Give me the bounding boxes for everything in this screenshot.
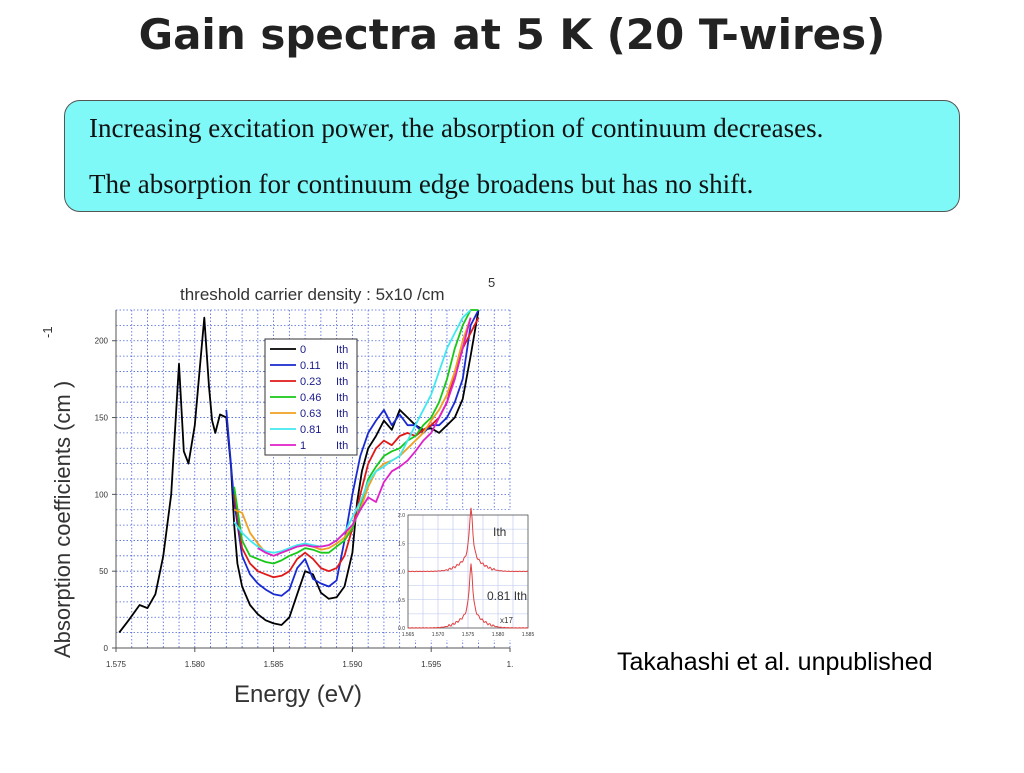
chart-title-superscript: 5 bbox=[488, 275, 495, 290]
slide-title: Gain spectra at 5 K (20 T-wires) bbox=[138, 10, 886, 59]
inset-x-tick-label: 1.585 bbox=[522, 632, 535, 638]
legend-unit: Ith bbox=[336, 408, 348, 420]
legend-value: 0 bbox=[300, 344, 306, 356]
inset-y-tick-label: 1.5 bbox=[398, 541, 405, 547]
series-line-0-81 bbox=[233, 309, 472, 554]
legend-unit: Ith bbox=[336, 360, 348, 372]
x-tick-label: 1.585 bbox=[264, 660, 285, 669]
y-axis-label-superscript: -1 bbox=[40, 326, 55, 338]
note-box: Increasing excitation power, the absorpt… bbox=[64, 100, 960, 212]
inset-x-tick-label: 1.575 bbox=[462, 632, 475, 638]
legend-unit: Ith bbox=[336, 424, 348, 436]
series-line-0 bbox=[118, 309, 480, 634]
y-tick-label: 150 bbox=[95, 414, 109, 423]
x-tick-label: 1.575 bbox=[106, 660, 127, 669]
main-series bbox=[118, 309, 480, 634]
x-axis-label: Energy (eV) bbox=[234, 681, 362, 708]
x-tick-label: 1.590 bbox=[342, 660, 363, 669]
inset-annotation-ith: Ith bbox=[493, 525, 506, 539]
legend-value: 0.11 bbox=[300, 360, 321, 372]
inset-annotation-x17: x17 bbox=[500, 616, 513, 625]
legend-value: 1 bbox=[300, 440, 306, 452]
inset-x-tick-label: 1.565 bbox=[402, 632, 415, 638]
y-tick-label: 100 bbox=[95, 490, 109, 499]
y-tick-label: 200 bbox=[95, 337, 109, 346]
x-tick-label: 1. bbox=[507, 660, 514, 669]
legend-unit: Ith bbox=[336, 392, 348, 404]
chart-title: threshold carrier density : 5x10 /cm bbox=[180, 285, 445, 304]
legend-unit: Ith bbox=[336, 440, 348, 452]
inset-chart: 0.0 0.5 1.0 1.5 2.0 1.565 1.570 1.575 1.580 1.585… bbox=[398, 507, 540, 640]
inset-y-tick-label: 0.5 bbox=[398, 598, 405, 604]
inset-x-tick-label: 1.570 bbox=[432, 632, 445, 638]
x-tick-label: 1.580 bbox=[185, 660, 206, 669]
inset-series-line bbox=[408, 563, 529, 629]
series-line-0-11 bbox=[225, 309, 480, 597]
note-line-2: The absorption for continuum edge broade… bbox=[89, 169, 754, 199]
legend-value: 0.81 bbox=[300, 424, 321, 436]
inset-frame bbox=[407, 514, 529, 629]
credit-text: Takahashi et al. unpublished bbox=[617, 648, 933, 676]
inset-x-tick-label: 1.580 bbox=[492, 632, 505, 638]
note-line-1: Increasing excitation power, the absorpt… bbox=[89, 113, 824, 143]
inset-y-tick-label: 1.0 bbox=[398, 570, 405, 576]
inset-y-tick-label: 0.0 bbox=[398, 626, 405, 632]
y-tick-label: 0 bbox=[104, 644, 109, 653]
y-axis-label: Absorption coefficients (cm ) bbox=[50, 381, 75, 658]
main-axes: 0 50 100 150 200 1.575 1.580 1.585 1.590 1.595 1. bbox=[95, 310, 514, 669]
legend-value: 0.23 bbox=[300, 376, 321, 388]
y-tick-label: 50 bbox=[99, 567, 108, 576]
legend-unit: Ith bbox=[336, 344, 348, 356]
inset-y-tick-label: 2.0 bbox=[398, 513, 405, 519]
x-tick-label: 1.595 bbox=[421, 660, 442, 669]
legend-unit: Ith bbox=[336, 376, 348, 388]
legend-value: 0.63 bbox=[300, 408, 321, 420]
series-line-1 bbox=[257, 317, 472, 557]
inset-annotation-081: 0.81 Ith bbox=[487, 589, 527, 603]
legend: 0 Ith 0.11 Ith 0.23 Ith 0.46 Ith 0.63 Ith 0.81 Ith 1… bbox=[264, 338, 358, 456]
inset-series-line bbox=[407, 507, 529, 573]
legend-value: 0.46 bbox=[300, 392, 321, 404]
